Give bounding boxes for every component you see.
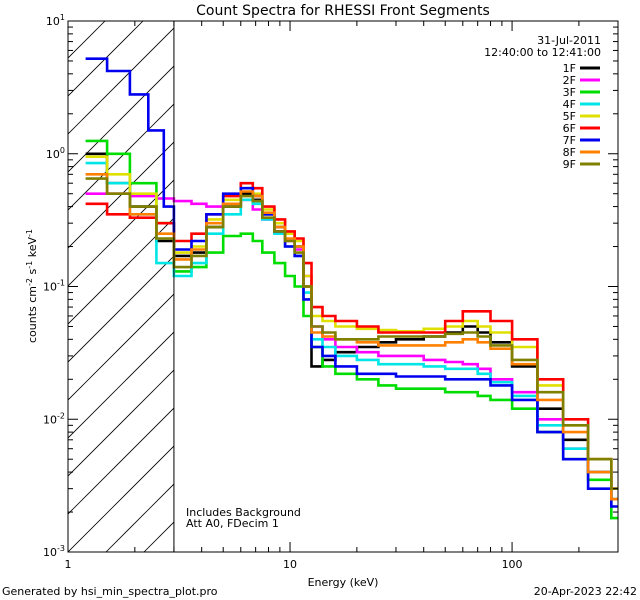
hatch-line: [68, 65, 174, 173]
annotation-attenuator: Att A0, FDecim 1: [186, 517, 279, 530]
chart-title: Count Spectra for RHESSI Front Segments: [196, 3, 490, 19]
hatch-line: [68, 407, 174, 515]
hatch-line: [524, 0, 640, 552]
time-range-label: 12:40:00 to 12:41:00: [484, 46, 601, 59]
y-label-part: counts cm: [26, 286, 39, 343]
y-tick-label: 10-2: [43, 411, 65, 426]
hatch-line: [68, 445, 174, 552]
series-4F: [85, 161, 618, 501]
hatch-line: [68, 141, 174, 249]
annotation-background: Includes Background: [186, 506, 301, 519]
hatch-line: [0, 0, 20, 552]
x-tick-label: 100: [502, 558, 523, 571]
legend-label-4F: 4F: [563, 98, 576, 111]
axis-ticks: 1 10 100 10-3 10-2 10-1 100 101: [43, 13, 619, 571]
y-tick-label: 100: [46, 146, 65, 161]
plot-frame: [67, 20, 619, 553]
series-6F: [85, 181, 618, 490]
y-tick-label: 101: [46, 13, 65, 28]
hatch-line: [68, 255, 174, 363]
y-label-part: s: [26, 268, 39, 277]
legend-label-3F: 3F: [563, 86, 576, 99]
y-tick-label: 10-1: [43, 279, 65, 294]
legend-label-9F: 9F: [563, 158, 576, 171]
legend-label-1F: 1F: [563, 62, 576, 75]
x-axis-label: Energy (keV): [308, 576, 379, 589]
x-tick-label: 1: [65, 558, 72, 571]
hatch-line: [68, 21, 106, 59]
hatch-line: [68, 103, 174, 211]
series-7F: [85, 57, 618, 508]
hatch-line: [410, 0, 640, 552]
legend-label-5F: 5F: [563, 110, 576, 123]
hatch-line: [68, 331, 174, 439]
hatch-line: [68, 293, 174, 401]
date-label: 31-Jul-2011: [537, 34, 601, 47]
hatch-line: [68, 27, 174, 135]
y-label-exp: -1: [25, 229, 34, 237]
x-tick-label: 10: [283, 558, 297, 571]
y-axis-label: counts cm-2 s-1 keV-1: [25, 229, 39, 343]
hatch-line: [68, 369, 174, 477]
y-tick-label: 10-3: [43, 544, 65, 559]
hatch-line: [334, 0, 640, 552]
y-label-exp: -1: [25, 261, 34, 269]
series-5F: [85, 155, 618, 490]
y-label-part: keV: [26, 237, 39, 261]
hatch-line: [600, 0, 640, 552]
legend-label-6F: 6F: [563, 122, 576, 135]
series-layer: [85, 57, 618, 520]
hatch-line: [68, 21, 144, 97]
generation-timestamp: 20-Apr-2023 22:42: [534, 585, 637, 598]
hatch-line: [258, 0, 640, 552]
hatch-line: [68, 217, 174, 325]
series-1F: [85, 152, 618, 501]
legend-label-2F: 2F: [563, 74, 576, 87]
hatch-line: [68, 179, 174, 287]
y-label-exp: -2: [25, 278, 34, 286]
legend-label-8F: 8F: [563, 146, 576, 159]
hatch-line: [372, 0, 640, 552]
series-9F: [85, 177, 618, 490]
excluded-region-hatch: [0, 0, 640, 552]
legend-label-7F: 7F: [563, 134, 576, 147]
hatch-line: [220, 0, 640, 552]
generator-note: Generated by hsi_min_spectra_plot.pro: [2, 585, 218, 598]
